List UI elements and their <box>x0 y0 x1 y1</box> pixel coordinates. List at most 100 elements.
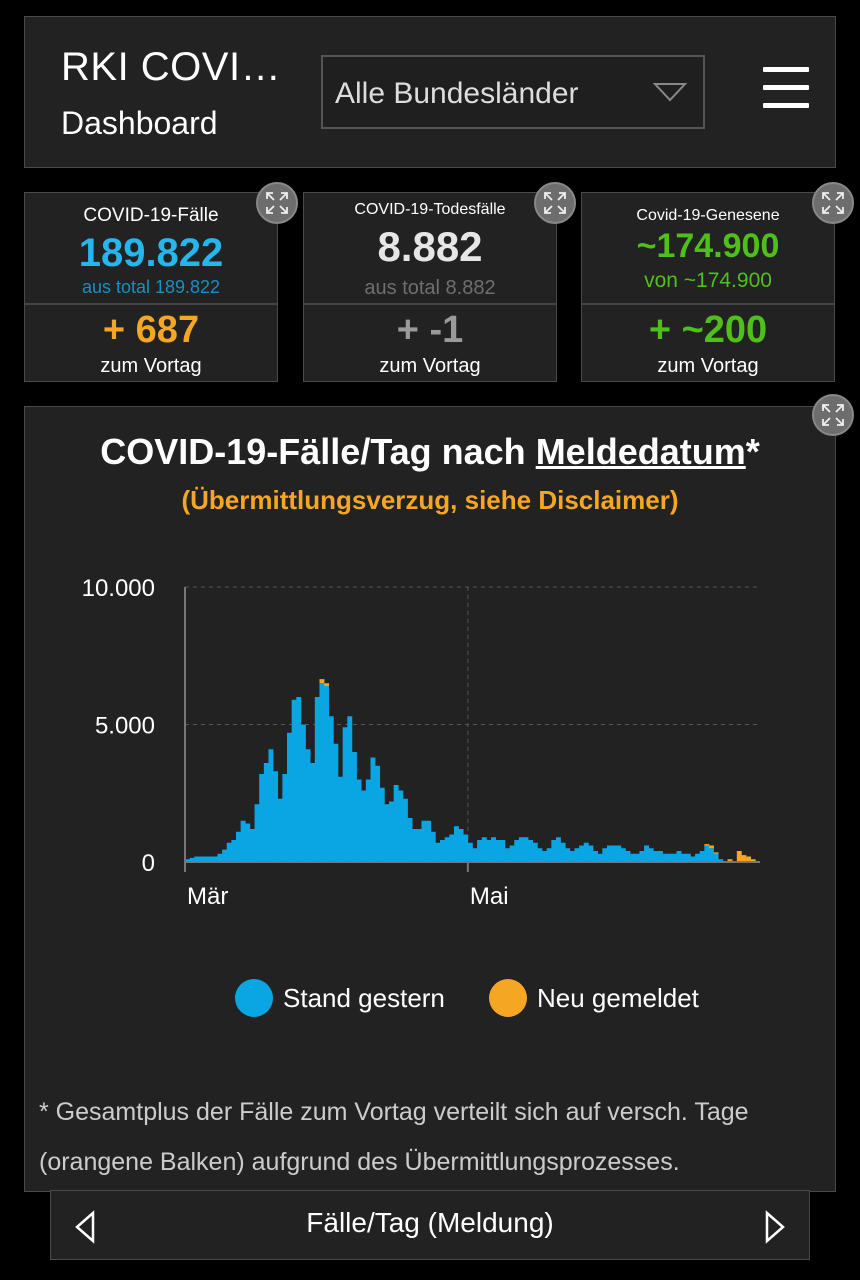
bar-stand-gestern <box>690 856 696 862</box>
bar-stand-gestern <box>486 840 492 862</box>
bar-stand-gestern <box>523 837 529 862</box>
bar-stand-gestern <box>616 845 622 862</box>
bar-neu-gemeldet <box>319 679 325 684</box>
bar-stand-gestern <box>481 837 487 862</box>
bar-neu-gemeldet <box>727 859 733 862</box>
app-subtitle: Dashboard <box>61 105 218 141</box>
chart-title-link[interactable]: Meldedatum <box>535 431 746 472</box>
bar-stand-gestern <box>453 826 459 862</box>
menu-button[interactable] <box>763 67 809 111</box>
bar-stand-gestern <box>579 845 585 862</box>
bar-stand-gestern <box>611 845 617 862</box>
kpi-total: von ~174.900 <box>644 269 772 292</box>
bar-stand-gestern <box>249 829 255 862</box>
bar-stand-gestern <box>491 837 496 862</box>
bar-stand-gestern <box>370 757 376 862</box>
expand-icon <box>822 404 844 426</box>
kpi-label: Covid-19-Genesene <box>636 207 780 224</box>
bar-stand-gestern <box>708 848 714 862</box>
y-tick-label: 10.000 <box>82 575 155 602</box>
bar-stand-gestern <box>328 716 334 862</box>
kpi-value: 189.822 <box>78 231 224 275</box>
bar-stand-gestern <box>365 779 371 862</box>
bar-stand-gestern <box>532 842 538 862</box>
bar-stand-gestern <box>620 848 626 862</box>
bar-stand-gestern <box>713 853 719 862</box>
kpi-label: COVID-19-Todesfälle <box>354 201 506 218</box>
bar-stand-gestern <box>198 856 204 862</box>
bar-stand-gestern <box>421 820 427 862</box>
kpi-delta-label: zum Vortag <box>100 355 202 377</box>
bar-stand-gestern <box>440 840 445 862</box>
bar-stand-gestern <box>375 765 381 862</box>
bar-stand-gestern <box>551 840 557 862</box>
expand-kpi-todesfaelle-button[interactable] <box>534 182 576 224</box>
bar-stand-gestern <box>389 801 394 862</box>
kpi-card-genesene[interactable]: Covid-19-Genesene ~174.900 von ~174.900 … <box>581 192 835 382</box>
expand-kpi-faelle-button[interactable] <box>256 182 298 224</box>
bar-stand-gestern <box>676 851 682 862</box>
bar-stand-gestern <box>226 842 232 862</box>
bar-stand-gestern <box>291 699 297 862</box>
bar-stand-gestern <box>449 834 455 862</box>
kpi-card-todesfaelle[interactable]: COVID-19-Todesfälle 8.882 aus total 8.88… <box>303 192 557 382</box>
bar-stand-gestern <box>347 716 353 862</box>
bar-stand-gestern <box>597 853 603 862</box>
bar-stand-gestern <box>528 840 534 862</box>
expand-chart-button[interactable] <box>812 394 854 436</box>
x-tick-label: Mär <box>187 883 228 910</box>
bar-stand-gestern <box>398 790 404 862</box>
chart-panel: COVID-19-Fälle/Tag nach Meldedatum* (Übe… <box>24 406 836 1192</box>
bar-stand-gestern <box>263 763 269 862</box>
bar-stand-gestern <box>593 851 599 862</box>
expand-kpi-genesene-button[interactable] <box>812 182 854 224</box>
bar-stand-gestern <box>305 749 311 862</box>
bar-stand-gestern <box>602 848 608 862</box>
bar-stand-gestern <box>222 849 228 862</box>
bar-stand-gestern <box>634 853 640 862</box>
chevron-down-icon <box>653 83 687 102</box>
bar-stand-gestern <box>555 837 561 862</box>
header-panel: RKI COVI… Dashboard Alle Bundesländer <box>24 16 836 168</box>
bar-stand-gestern <box>300 724 306 862</box>
bar-stand-gestern <box>314 697 320 862</box>
bar-stand-gestern <box>273 771 279 862</box>
bar-stand-gestern <box>282 774 288 862</box>
chevron-right-icon[interactable] <box>763 1209 787 1245</box>
bar-stand-gestern <box>245 823 251 862</box>
region-select-value: Alle Bundesländer <box>335 77 579 110</box>
bar-stand-gestern <box>203 856 209 862</box>
bar-stand-gestern <box>412 829 418 862</box>
bar-stand-gestern <box>361 790 367 862</box>
legend-swatch <box>489 979 527 1017</box>
kpi-card-faelle[interactable]: COVID-19-Fälle 189.822 aus total 189.822… <box>24 192 278 382</box>
bar-stand-gestern <box>695 853 701 862</box>
bar-stand-gestern <box>569 851 575 862</box>
bar-stand-gestern <box>430 831 436 862</box>
bar-stand-gestern <box>472 848 478 862</box>
bar-stand-gestern <box>514 840 520 862</box>
chart-subtitle: (Übermittlungsverzug, siehe Disclaimer) <box>181 485 679 515</box>
bar-stand-gestern <box>625 851 631 862</box>
legend-label: Neu gemeldet <box>537 983 699 1013</box>
y-tick-label: 0 <box>142 850 155 877</box>
bar-stand-gestern <box>254 804 260 862</box>
bar-stand-gestern <box>287 732 292 862</box>
bar-stand-gestern <box>416 829 422 862</box>
hamburger-icon <box>763 67 809 72</box>
bar-stand-gestern <box>565 848 571 862</box>
bar-stand-gestern <box>583 842 589 862</box>
bar-stand-gestern <box>236 831 241 862</box>
bar-stand-gestern <box>653 851 659 862</box>
bar-stand-gestern <box>435 842 441 862</box>
region-select[interactable]: Alle Bundesländer <box>321 55 705 129</box>
expand-icon <box>544 192 566 214</box>
bar-neu-gemeldet <box>741 855 747 862</box>
bar-stand-gestern <box>444 837 450 862</box>
legend-label: Stand gestern <box>283 983 445 1013</box>
chevron-left-icon[interactable] <box>73 1209 97 1245</box>
bar-stand-gestern <box>393 785 399 862</box>
bar-stand-gestern <box>606 845 612 862</box>
bottom-nav: Fälle/Tag (Meldung) <box>50 1190 810 1260</box>
bar-stand-gestern <box>356 779 362 862</box>
